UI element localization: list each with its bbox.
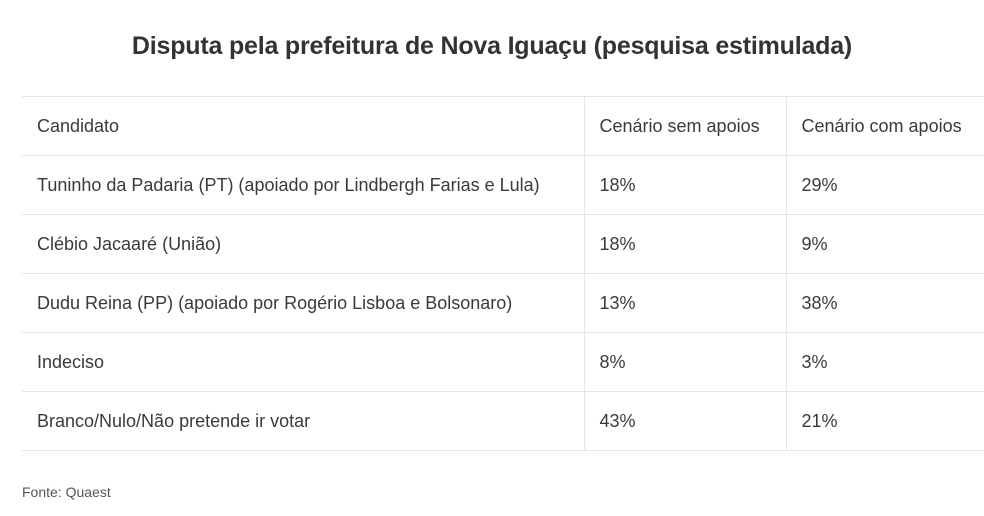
candidate-cell: Dudu Reina (PP) (apoiado por Rogério Lis… xyxy=(22,273,584,333)
table-row: Branco/Nulo/Não pretende ir votar 43% 21… xyxy=(22,391,984,451)
source-note: Fonte: Quaest xyxy=(22,484,111,500)
table-header-row: Candidato Cenário sem apoios Cenário com… xyxy=(22,96,984,156)
with-support-cell: 21% xyxy=(785,391,984,451)
with-support-cell: 3% xyxy=(785,332,984,392)
without-support-cell: 18% xyxy=(583,155,786,215)
candidate-cell: Indeciso xyxy=(22,332,584,392)
table-row: Indeciso 8% 3% xyxy=(22,332,984,392)
without-support-cell: 18% xyxy=(583,214,786,274)
without-support-cell: 13% xyxy=(583,273,786,333)
without-support-cell: 43% xyxy=(583,391,786,451)
with-support-cell: 29% xyxy=(785,155,984,215)
with-support-cell: 38% xyxy=(785,273,984,333)
without-support-cell: 8% xyxy=(583,332,786,392)
table-row: Dudu Reina (PP) (apoiado por Rogério Lis… xyxy=(22,273,984,333)
candidate-cell: Clébio Jacaaré (União) xyxy=(22,214,584,274)
poll-table: Candidato Cenário sem apoios Cenário com… xyxy=(22,96,984,451)
table-row: Tuninho da Padaria (PT) (apoiado por Lin… xyxy=(22,155,984,215)
candidate-cell: Branco/Nulo/Não pretende ir votar xyxy=(22,391,584,451)
column-header-candidate: Candidato xyxy=(22,96,584,156)
column-header-with-support: Cenário com apoios xyxy=(785,96,984,156)
table-row: Clébio Jacaaré (União) 18% 9% xyxy=(22,214,984,274)
column-header-without-support: Cenário sem apoios xyxy=(583,96,786,156)
with-support-cell: 9% xyxy=(785,214,984,274)
table-title: Disputa pela prefeitura de Nova Iguaçu (… xyxy=(131,32,853,60)
candidate-cell: Tuninho da Padaria (PT) (apoiado por Lin… xyxy=(22,155,584,215)
